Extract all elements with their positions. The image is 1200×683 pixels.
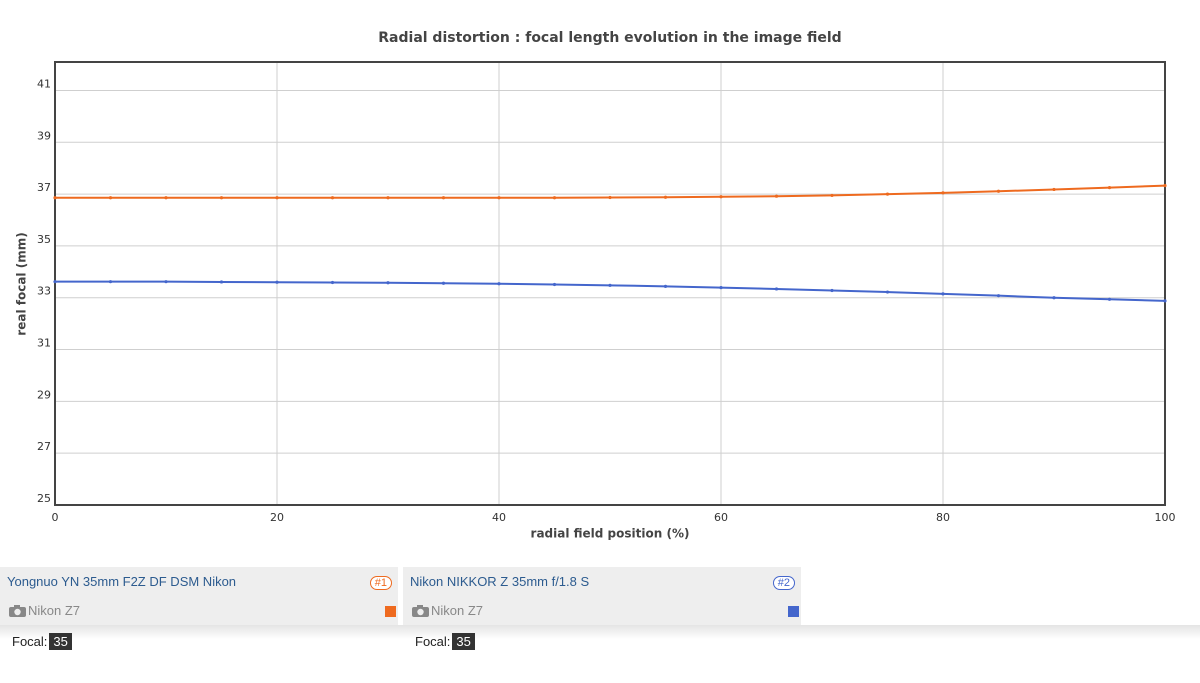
legend-swatch (788, 606, 799, 617)
data-point (164, 196, 168, 200)
y-tick-label: 35 (37, 233, 51, 246)
data-point (1107, 186, 1112, 190)
data-point (108, 280, 113, 284)
focal-label: Focal: (415, 634, 451, 649)
data-point (1052, 187, 1056, 192)
camera-icon (412, 604, 429, 617)
data-point (774, 194, 779, 198)
data-point (830, 193, 834, 198)
camera: Nikon Z7 (411, 603, 483, 618)
data-point (441, 196, 446, 200)
chart-title: Radial distortion : focal length evoluti… (378, 30, 841, 46)
data-point (885, 192, 890, 196)
data-point (164, 280, 168, 284)
camera-icon (9, 604, 26, 617)
data-point (53, 280, 57, 284)
data-point (497, 282, 501, 286)
data-point (1163, 299, 1167, 303)
x-tick-label: 0 (52, 511, 59, 524)
data-point (774, 287, 779, 291)
y-tick-label: 37 (37, 181, 51, 194)
data-point (497, 196, 501, 200)
y-axis-label: real focal (mm) (15, 232, 29, 335)
y-tick-label: 29 (37, 388, 51, 401)
x-tick-label: 60 (714, 511, 728, 524)
y-tick-label: 31 (37, 337, 51, 350)
data-point (441, 281, 446, 285)
data-point (1107, 297, 1112, 301)
data-point (608, 195, 612, 200)
data-point (996, 189, 1001, 193)
data-point (386, 196, 390, 200)
data-point (53, 196, 57, 200)
data-point (552, 196, 557, 200)
camera-name: Nikon Z7 (28, 603, 81, 618)
x-tick-label: 20 (270, 511, 284, 524)
data-point (719, 195, 723, 199)
data-point (386, 281, 390, 285)
y-tick-label: 27 (37, 440, 51, 453)
focal-label: Focal: (12, 634, 48, 649)
data-point (275, 280, 279, 284)
data-point (219, 196, 224, 200)
x-tick-label: 80 (936, 511, 950, 524)
legend-card: Nikon NIKKOR Z 35mm f/1.8 S #2 Nikon Z7 (403, 567, 801, 625)
data-point (108, 196, 113, 200)
x-axis-label: radial field position (%) (531, 527, 690, 541)
focal-value: 35 (452, 633, 475, 650)
data-point (663, 284, 668, 288)
data-point (830, 288, 834, 293)
legend-swatch (385, 606, 396, 617)
camera: Nikon Z7 (8, 603, 80, 618)
data-point (941, 292, 945, 296)
data-point (885, 290, 890, 294)
legend-name: Yongnuo YN 35mm F2Z DF DSM Nikon (7, 574, 237, 589)
x-tick-label: 100 (1155, 511, 1176, 524)
focal-value: 35 (49, 633, 72, 650)
data-point (663, 195, 668, 199)
focal: Focal: 35 (12, 633, 72, 650)
chart: Radial distortion : focal length evoluti… (15, 30, 1176, 541)
y-tick-label: 39 (37, 129, 51, 142)
focal: Focal: 35 (415, 633, 475, 650)
data-point (608, 283, 612, 287)
legend-tag: #1 (369, 576, 392, 590)
y-tick-label: 41 (37, 77, 51, 90)
x-tick-label: 40 (492, 511, 506, 524)
legend-card: Yongnuo YN 35mm F2Z DF DSM Nikon #1 Nikon … (0, 567, 398, 625)
y-tick-label: 33 (37, 285, 51, 298)
legend-tag: #2 (772, 576, 795, 590)
data-point (941, 191, 945, 195)
data-point (1163, 183, 1167, 188)
data-point (1052, 296, 1056, 300)
data-point (330, 196, 335, 200)
footer-band (0, 625, 1200, 683)
data-point (330, 280, 335, 285)
plot-frame (54, 61, 1166, 506)
data-point (719, 286, 723, 290)
data-point (219, 280, 224, 284)
camera-name: Nikon Z7 (431, 603, 484, 618)
y-tick-label: 25 (37, 492, 51, 505)
data-point (552, 282, 557, 287)
data-point (996, 294, 1001, 298)
data-point (275, 196, 279, 200)
legend-name: Nikon NIKKOR Z 35mm f/1.8 S (410, 574, 590, 589)
